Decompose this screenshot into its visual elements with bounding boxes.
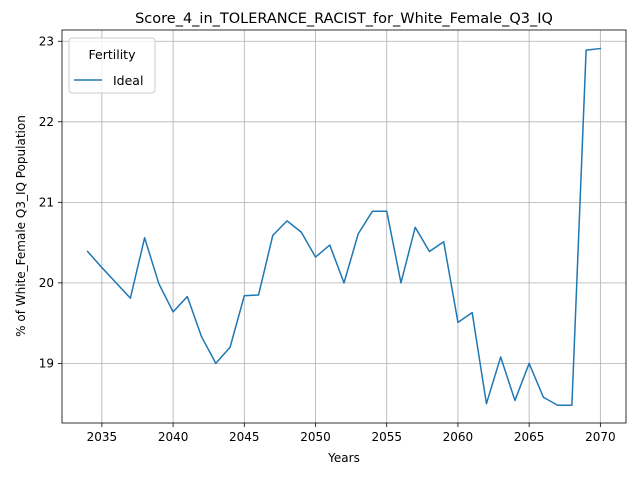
x-tick-label: 2065 [514, 430, 545, 444]
y-axis-label: % of White_Female Q3_IQ Population [14, 115, 28, 337]
plot-frame [61, 29, 627, 424]
y-tick-label: 23 [39, 34, 54, 48]
x-tick-label: 2060 [443, 430, 474, 444]
y-tick-label: 19 [39, 356, 54, 370]
x-tick-label: 2055 [371, 430, 402, 444]
x-axis-label: Years [327, 451, 360, 465]
grid [62, 30, 626, 423]
legend-label-ideal: Ideal [113, 73, 143, 88]
legend: Fertility Ideal [68, 37, 156, 94]
series-layer [86, 47, 602, 407]
x-tick-label: 2040 [158, 430, 189, 444]
legend-title: Fertility [89, 47, 137, 62]
x-tick-label: 2070 [585, 430, 616, 444]
x-axis: 2035 2040 2045 2050 2055 2060 2065 2070 [87, 423, 616, 444]
y-tick-label: 20 [39, 276, 54, 290]
x-tick-label: 2035 [87, 430, 118, 444]
chart-title: Score_4_in_TOLERANCE_RACIST_for_White_Fe… [135, 11, 553, 27]
y-tick-label: 21 [39, 195, 54, 209]
series-line-ideal [86, 47, 602, 407]
x-tick-label: 2045 [229, 430, 260, 444]
x-tick-label: 2050 [300, 430, 331, 444]
y-axis: 19 20 21 22 23 [39, 34, 62, 370]
y-tick-label: 22 [39, 115, 54, 129]
